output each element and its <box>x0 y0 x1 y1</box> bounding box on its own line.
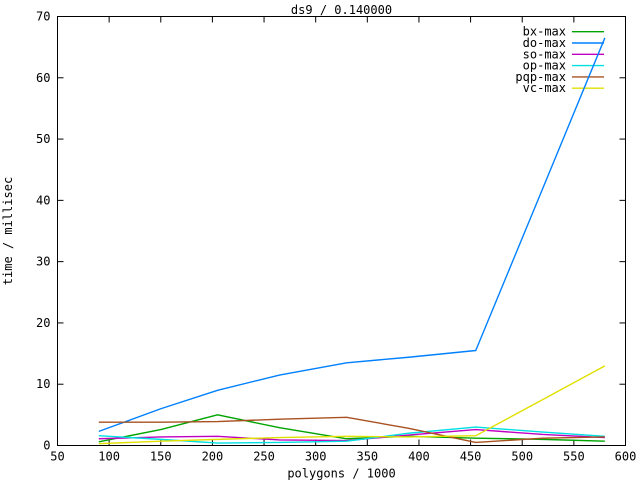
chart-title: ds9 / 0.140000 <box>291 3 392 17</box>
series-line-vc-max <box>98 365 606 445</box>
legend-label-so-max: so-max <box>523 47 566 61</box>
x-tick-label: 250 <box>253 450 275 464</box>
y-tick-label: 50 <box>36 132 50 146</box>
y-axis-label: time / millisec <box>1 177 15 285</box>
legend-label-pqp-max: pqp-max <box>515 70 566 84</box>
plot-border <box>57 16 626 446</box>
y-tick-label: 0 <box>43 439 50 453</box>
x-tick-label: 550 <box>563 450 585 464</box>
x-tick-label: 450 <box>460 450 482 464</box>
y-tick-label: 40 <box>36 193 50 207</box>
series-line-do-max <box>98 37 606 433</box>
y-tick-label: 10 <box>36 377 50 391</box>
series-line-pqp-max <box>98 416 605 444</box>
x-tick-label: 400 <box>408 450 430 464</box>
legend-label-do-max: do-max <box>523 36 566 50</box>
x-tick-label: 150 <box>150 450 172 464</box>
legend-label-op-max: op-max <box>523 59 566 73</box>
x-tick-label: 600 <box>615 450 637 464</box>
x-tick-label: 500 <box>511 450 533 464</box>
x-tick-label: 300 <box>305 450 327 464</box>
legend-label-bx-max: bx-max <box>523 25 566 39</box>
x-axis-label: polygons / 1000 <box>287 467 395 480</box>
x-tick-label: 50 <box>50 450 64 464</box>
legend-label-vc-max: vc-max <box>523 81 566 95</box>
x-tick-label: 100 <box>98 450 120 464</box>
y-tick-label: 20 <box>36 316 50 330</box>
y-tick-label: 60 <box>36 71 50 85</box>
y-tick-label: 70 <box>36 10 50 24</box>
y-tick-label: 30 <box>36 255 50 269</box>
x-tick-label: 200 <box>202 450 224 464</box>
x-tick-label: 350 <box>356 450 378 464</box>
